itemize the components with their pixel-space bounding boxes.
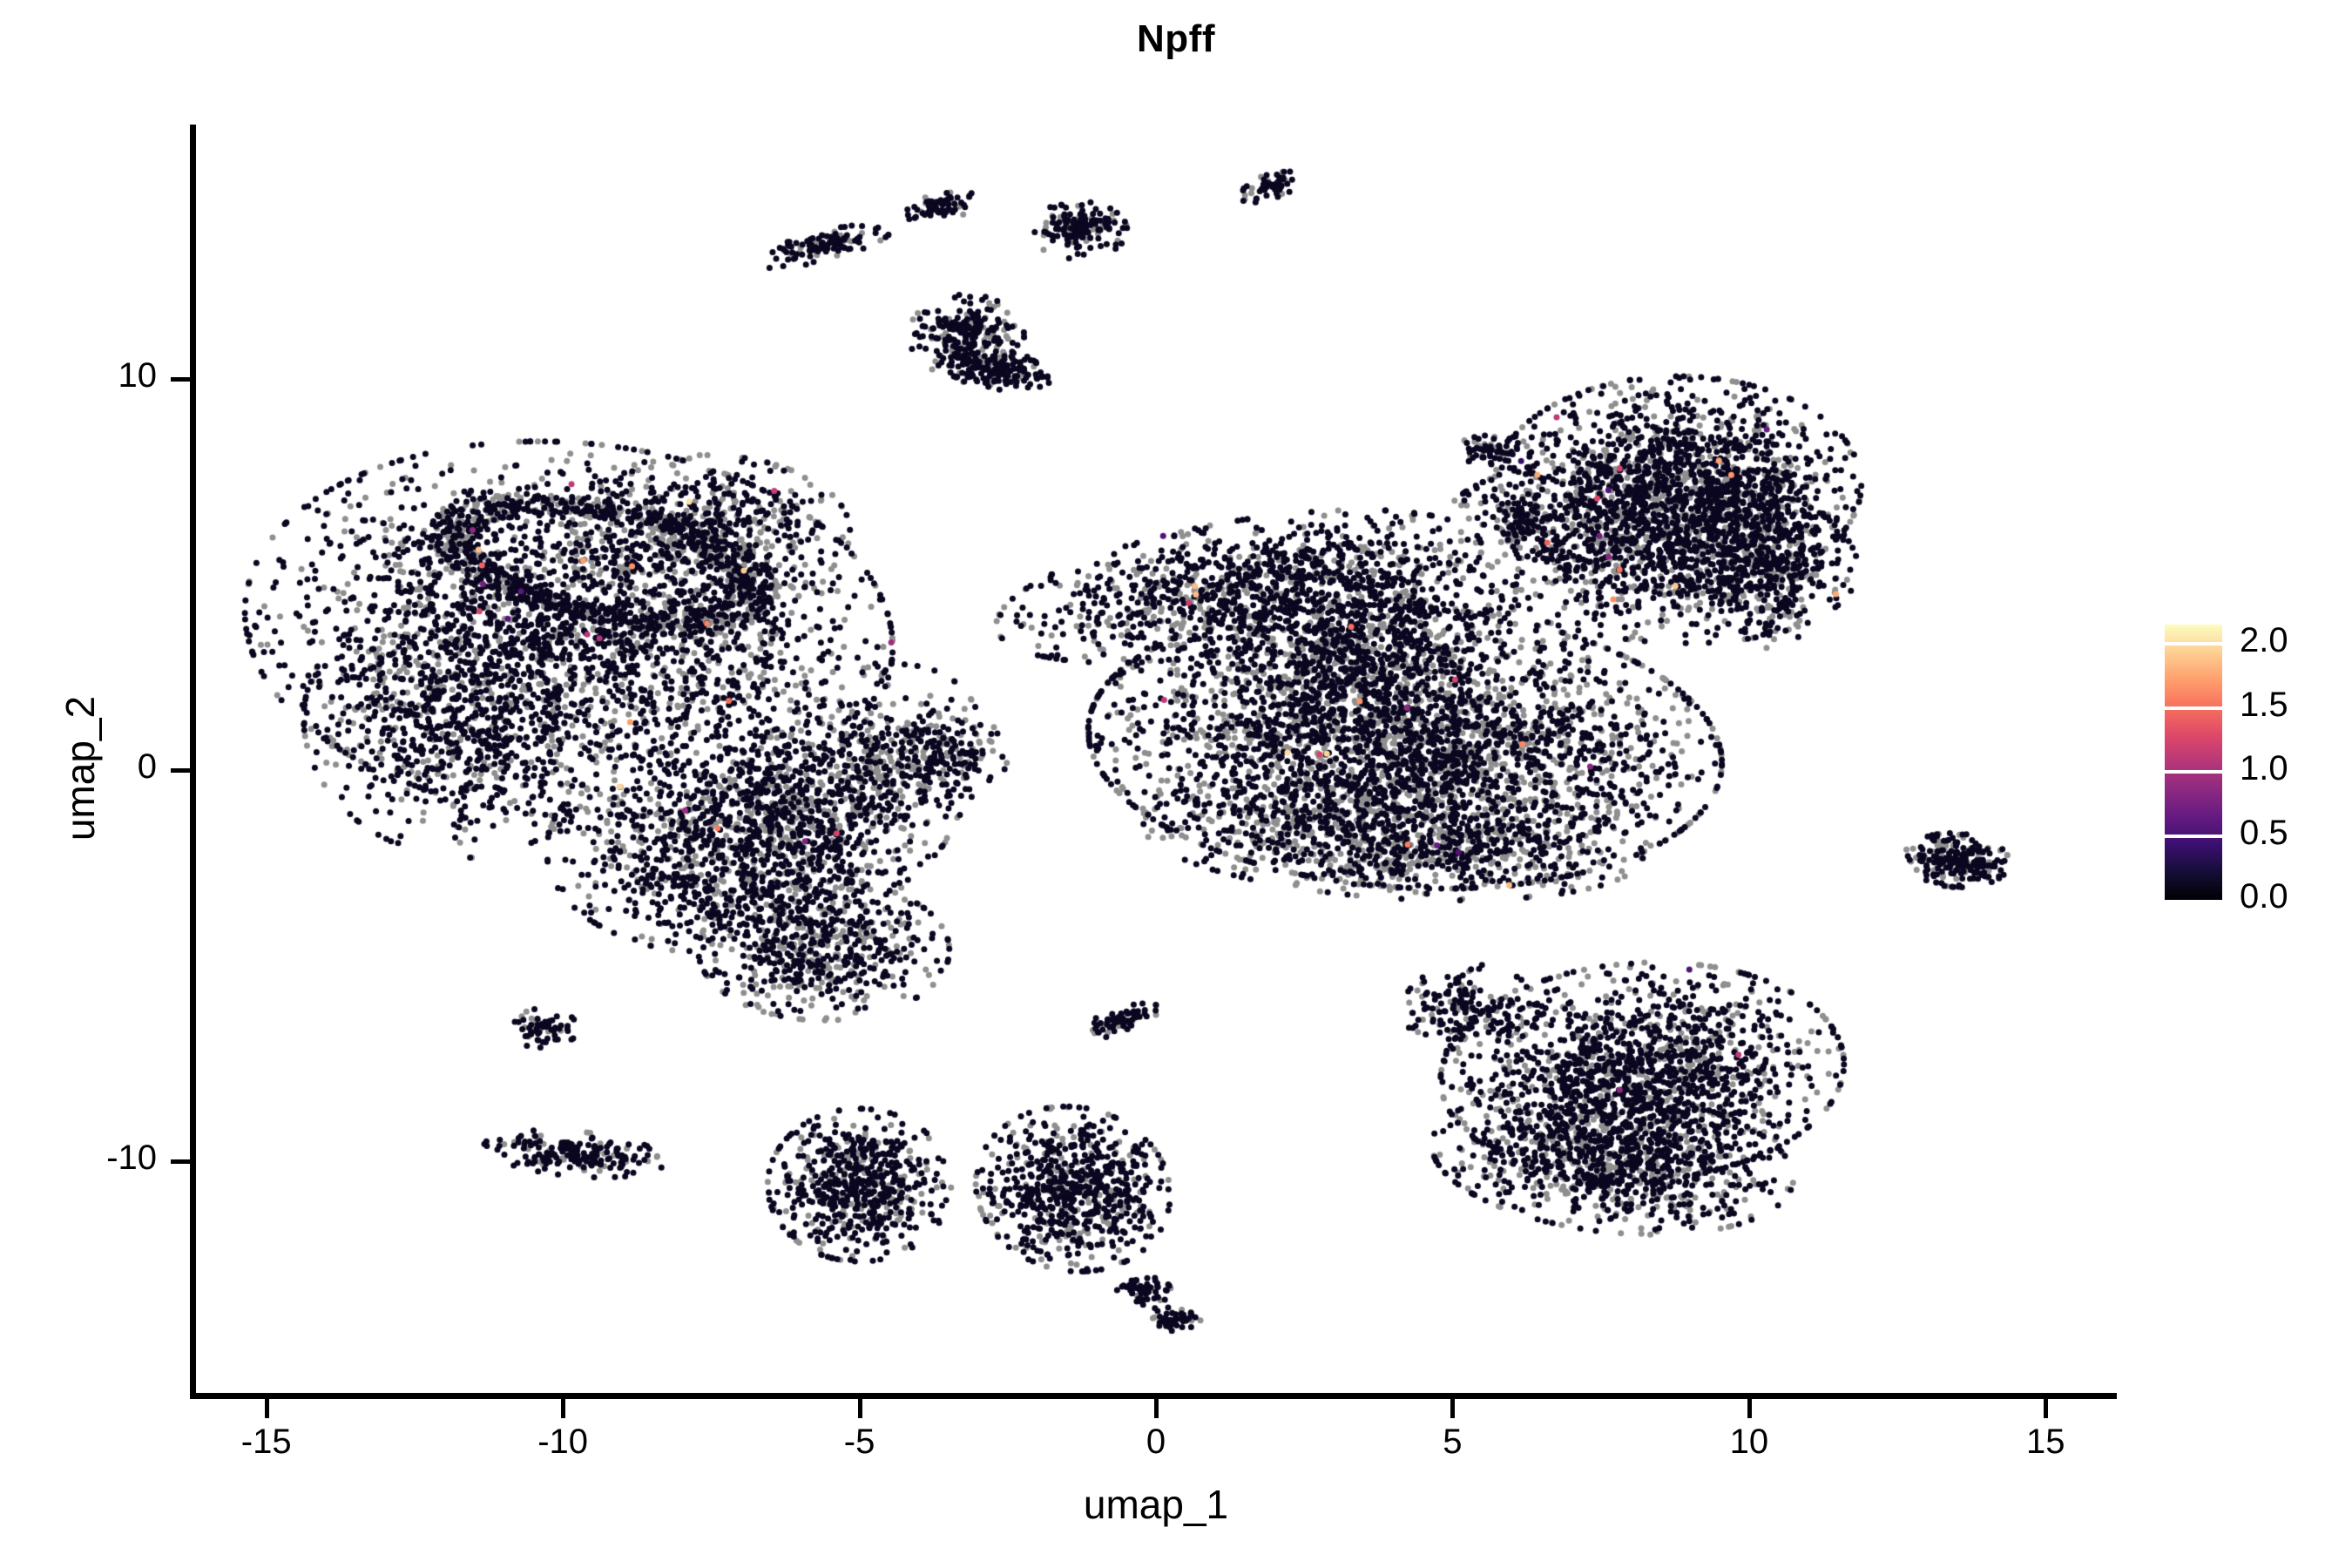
x-tick-mark <box>264 1399 269 1418</box>
x-tick-mark <box>857 1399 862 1418</box>
plot-panel <box>195 125 2117 1396</box>
colorbar-tick-label: 1.5 <box>2240 685 2288 724</box>
x-tick-mark <box>1450 1399 1456 1418</box>
colorbar-legend: 0.0 0.5 1.0 1.5 2.0 <box>2165 621 2288 916</box>
colorbar-tick-label: 0.5 <box>2240 813 2288 852</box>
colorbar-tick-mark <box>2165 834 2222 838</box>
x-tick-label: 0 <box>1146 1423 1166 1461</box>
y-tick-label: 0 <box>137 747 157 787</box>
y-tick-mark <box>171 377 190 382</box>
y-tick-mark <box>171 1159 190 1165</box>
x-tick-label: 15 <box>2026 1423 2065 1461</box>
colorbar-tick-label: 2.0 <box>2240 621 2288 660</box>
x-tick-label: 5 <box>1443 1423 1463 1461</box>
y-tick-label: -10 <box>106 1139 157 1178</box>
y-axis-line <box>190 125 196 1399</box>
x-axis-line <box>190 1393 2117 1399</box>
x-tick-label: -10 <box>537 1423 589 1461</box>
colorbar-gradient: 0.0 0.5 1.0 1.5 2.0 <box>2165 621 2288 916</box>
x-tick-label: -15 <box>240 1423 292 1461</box>
colorbar-tick-label: 0.0 <box>2240 877 2288 916</box>
scatter-plot-canvas <box>195 125 2117 1396</box>
y-tick-label: 10 <box>118 356 158 395</box>
y-axis-title: umap_2 <box>57 695 103 841</box>
colorbar-tick-mark <box>2165 770 2222 774</box>
x-tick-mark <box>1154 1399 1159 1418</box>
colorbar-tick-mark <box>2165 642 2222 646</box>
x-tick-mark <box>561 1399 566 1418</box>
x-tick-label: 10 <box>1729 1423 1769 1461</box>
colorbar-tick-label: 1.0 <box>2240 749 2288 788</box>
x-tick-mark <box>2044 1399 2049 1418</box>
page-title: Npff <box>1137 17 1215 60</box>
y-tick-mark <box>171 768 190 774</box>
x-tick-label: -5 <box>843 1423 875 1461</box>
x-tick-mark <box>1747 1399 1752 1418</box>
colorbar-tick-mark <box>2165 706 2222 710</box>
x-axis-title: umap_1 <box>1083 1482 1229 1527</box>
